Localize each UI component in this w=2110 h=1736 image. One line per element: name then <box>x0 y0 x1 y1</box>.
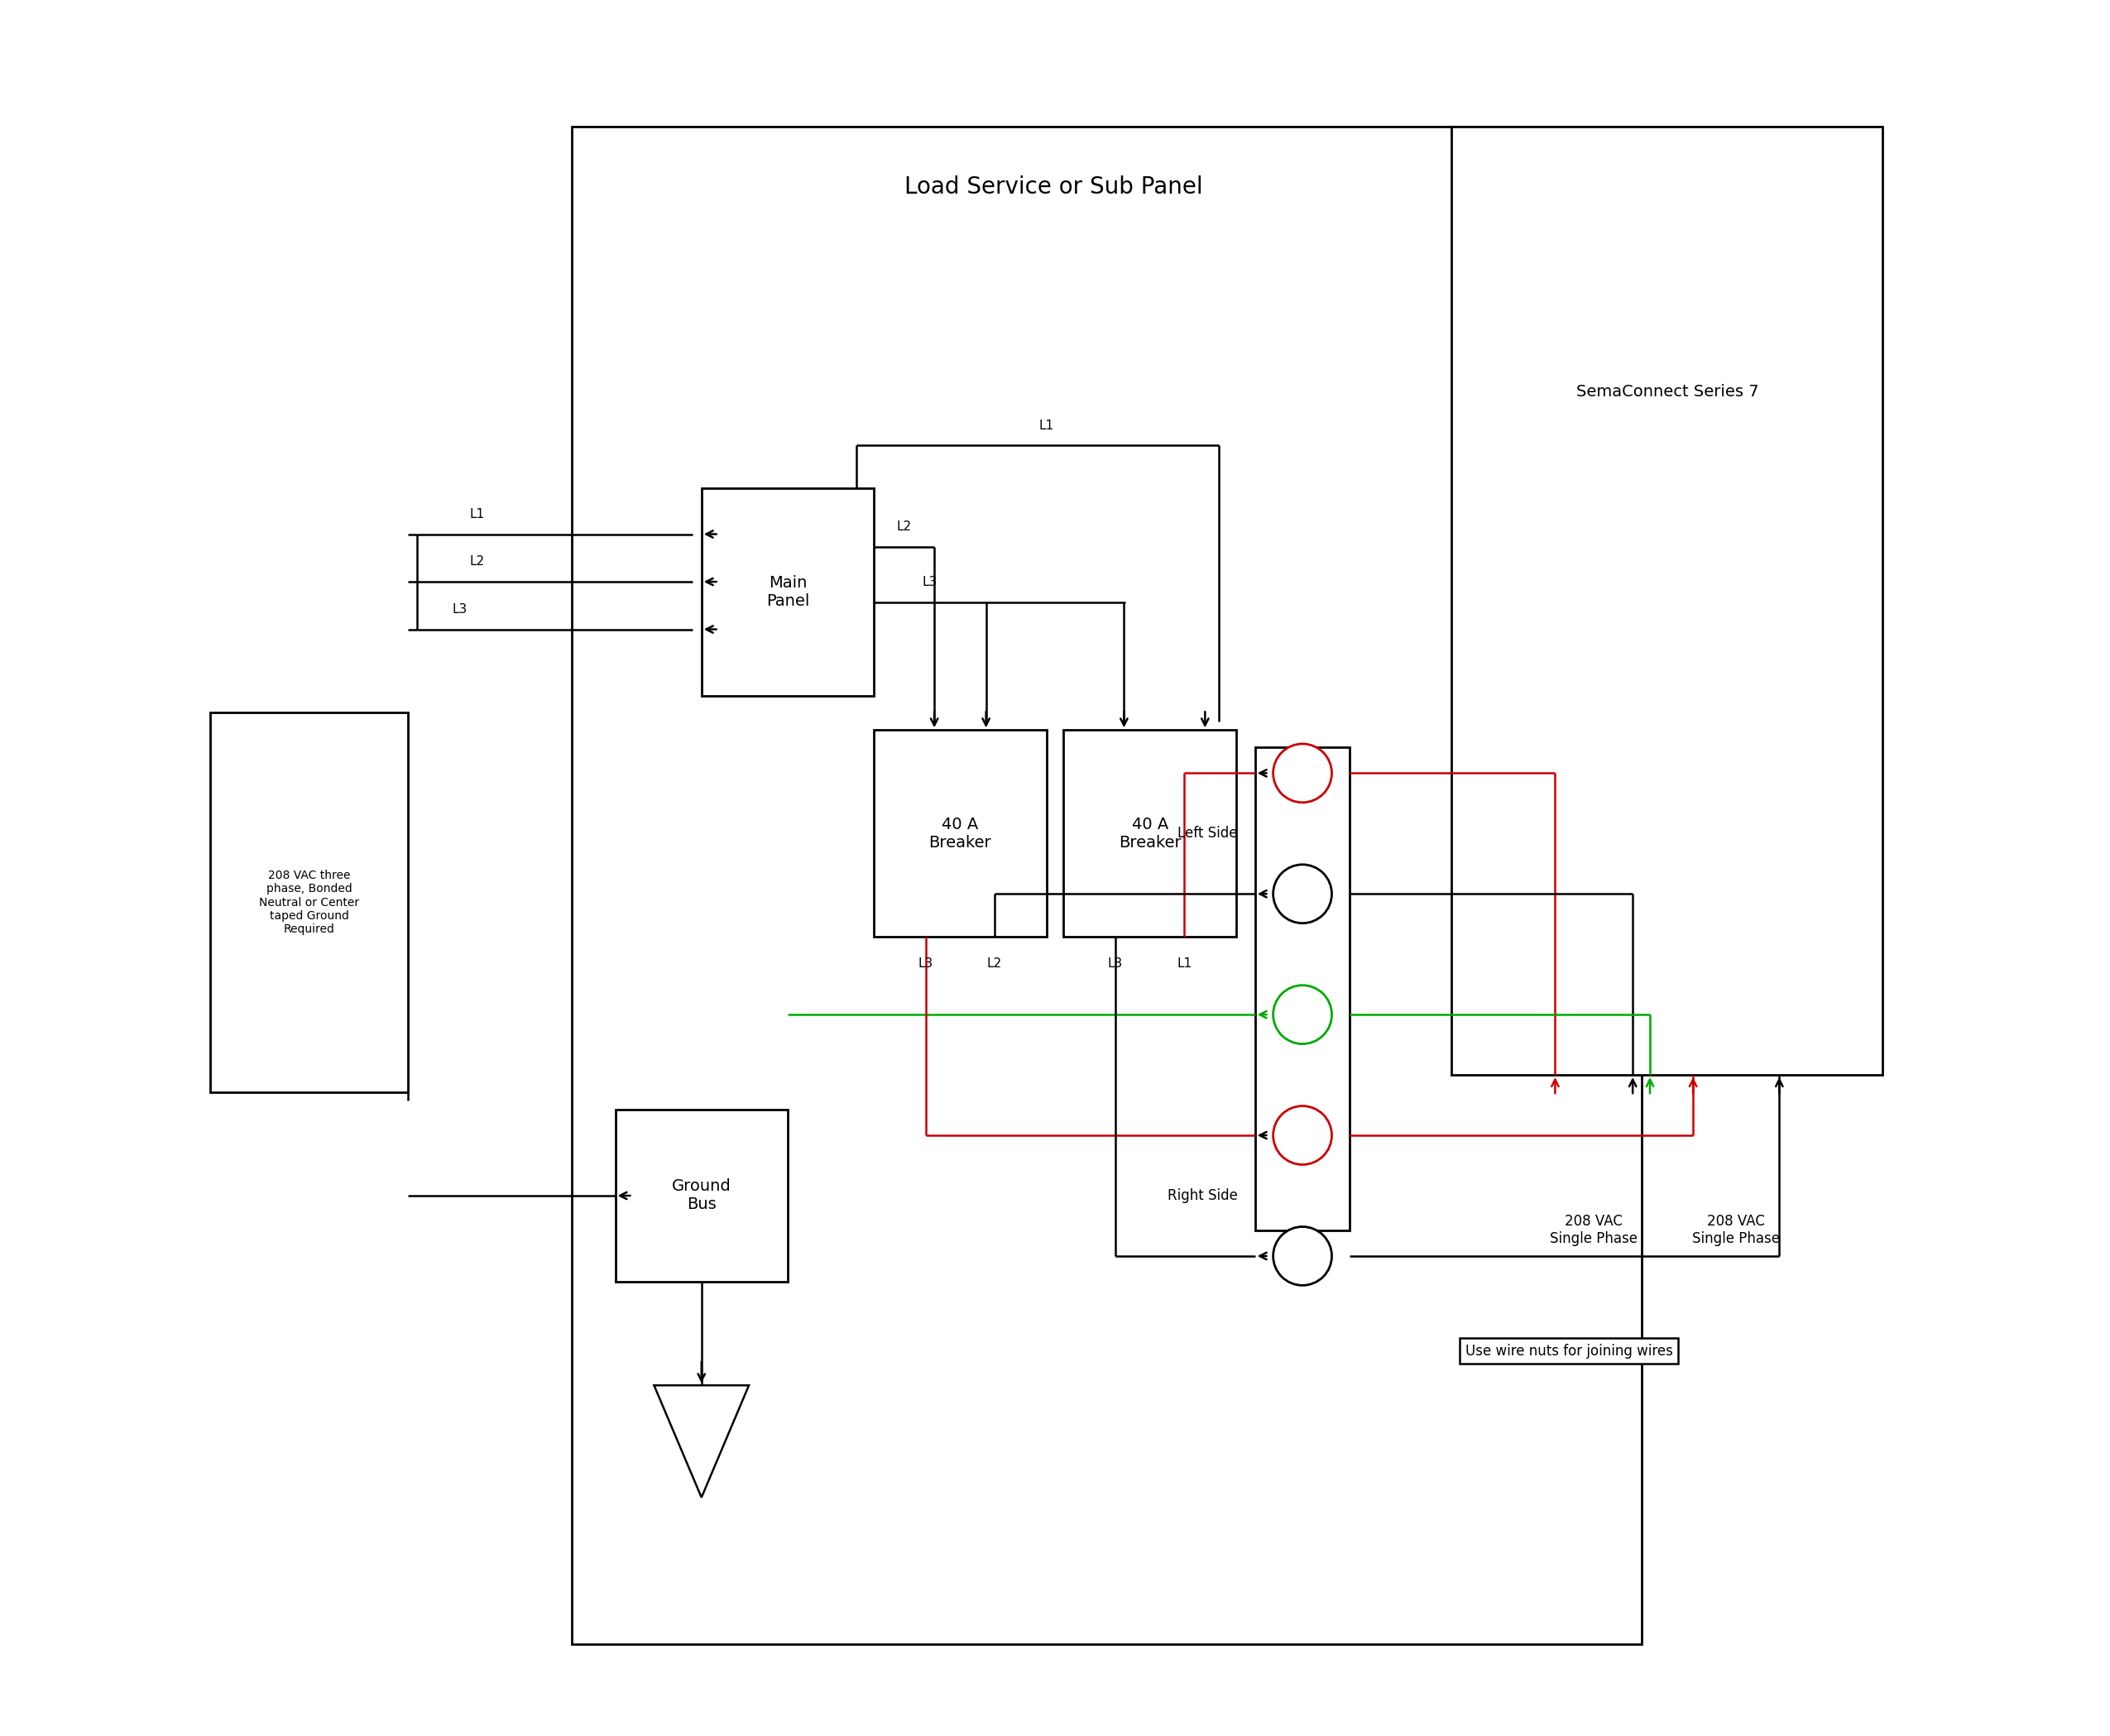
Text: Left Side: Left Side <box>1177 826 1239 840</box>
Bar <box>616 1109 787 1281</box>
Circle shape <box>1272 865 1331 924</box>
Text: Right Side: Right Side <box>1167 1187 1239 1203</box>
Text: SemaConnect Series 7: SemaConnect Series 7 <box>1576 384 1758 399</box>
Text: Use wire nuts for joining wires: Use wire nuts for joining wires <box>1464 1344 1673 1358</box>
Text: L3: L3 <box>922 576 937 589</box>
Circle shape <box>1272 1106 1331 1165</box>
Text: Load Service or Sub Panel: Load Service or Sub Panel <box>903 175 1203 198</box>
Text: L2: L2 <box>987 958 1002 970</box>
Text: L3: L3 <box>918 958 933 970</box>
Bar <box>211 713 409 1092</box>
Text: 208 VAC three
phase, Bonded
Neutral or Center
taped Ground
Required: 208 VAC three phase, Bonded Neutral or C… <box>260 870 359 936</box>
Text: L3: L3 <box>1108 958 1123 970</box>
Circle shape <box>1272 1227 1331 1285</box>
Text: 40 A
Breaker: 40 A Breaker <box>928 816 992 851</box>
Text: L1: L1 <box>1177 958 1192 970</box>
Text: L1: L1 <box>1038 420 1053 432</box>
Bar <box>1063 731 1236 937</box>
Polygon shape <box>654 1385 749 1498</box>
Bar <box>572 127 1642 1644</box>
Text: 208 VAC
Single Phase: 208 VAC Single Phase <box>1551 1213 1637 1246</box>
Bar <box>1255 746 1350 1231</box>
Text: Main
Panel: Main Panel <box>766 575 810 609</box>
Text: 208 VAC
Single Phase: 208 VAC Single Phase <box>1692 1213 1781 1246</box>
Text: L2: L2 <box>471 556 485 568</box>
Text: L3: L3 <box>452 602 468 616</box>
Bar <box>701 488 874 696</box>
Text: L1: L1 <box>471 509 485 521</box>
Text: L2: L2 <box>897 521 912 533</box>
Text: 40 A
Breaker: 40 A Breaker <box>1118 816 1182 851</box>
Bar <box>1452 127 1882 1075</box>
Text: Ground
Bus: Ground Bus <box>671 1179 732 1213</box>
Bar <box>874 731 1047 937</box>
Circle shape <box>1272 986 1331 1043</box>
Circle shape <box>1272 743 1331 802</box>
